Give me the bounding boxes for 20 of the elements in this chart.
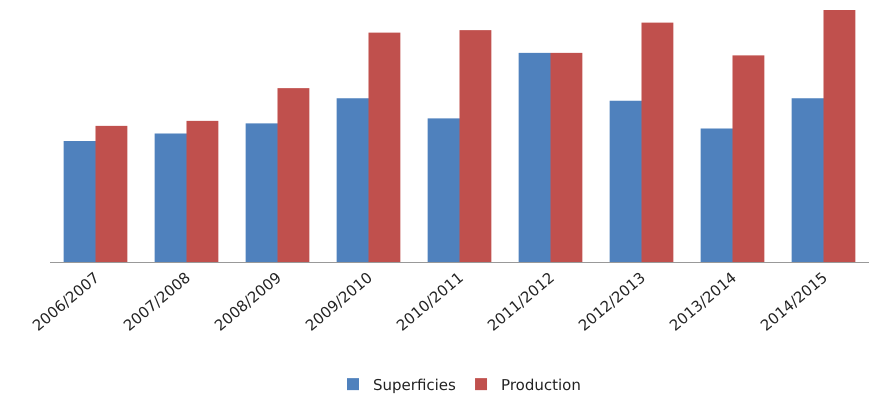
bar [610,100,642,262]
legend-label: Superficies [373,376,456,394]
legend-label: Production [501,376,581,394]
bar [278,88,310,262]
bar [186,120,218,262]
bar [518,52,550,262]
bar [642,22,674,262]
bar [732,55,764,262]
bar [368,32,400,262]
bar [246,123,278,262]
bar [824,10,856,262]
bar [792,98,824,262]
bar [336,98,368,262]
bar [460,30,492,262]
bar [96,126,128,262]
bar [64,141,96,262]
bar [700,128,732,262]
bar [428,118,460,262]
bar [154,133,186,262]
bar [550,52,582,262]
